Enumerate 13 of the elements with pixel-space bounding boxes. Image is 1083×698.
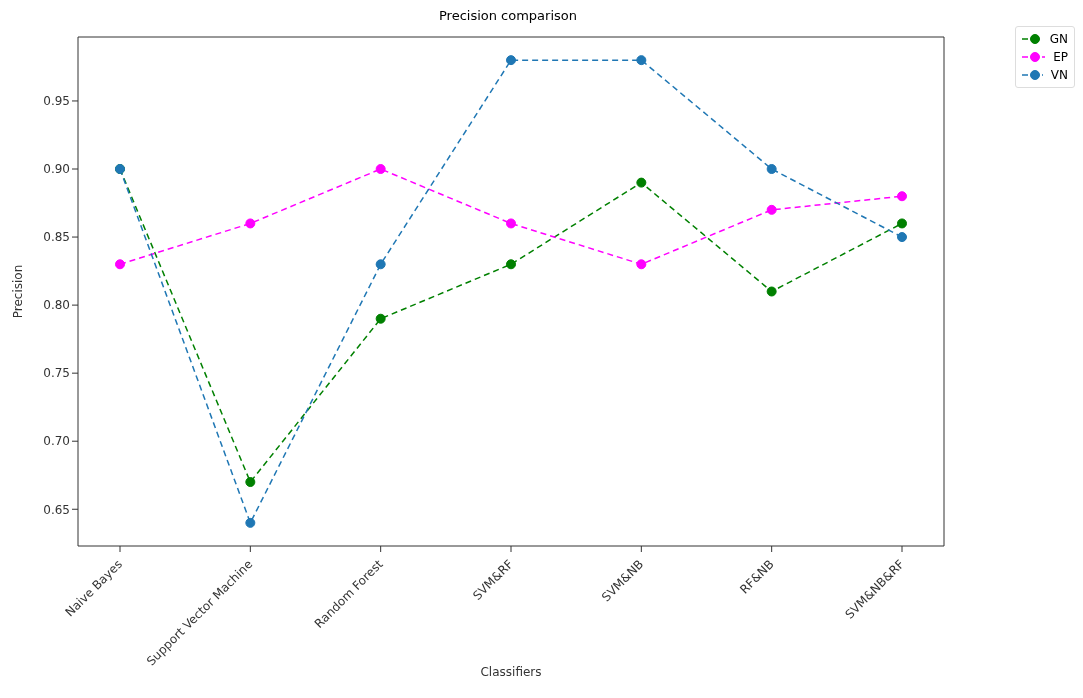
y-axis-title: Precision [11, 264, 26, 319]
legend-label: VN [1050, 68, 1068, 82]
y-tick-label: 0.70 [43, 434, 70, 449]
y-tick-label: 0.75 [43, 366, 70, 381]
y-tick-label: 0.95 [43, 94, 70, 109]
x-axis-title: Classifiers [480, 665, 542, 679]
legend-label: EP [1053, 50, 1068, 64]
y-tick-label: 0.90 [43, 162, 70, 177]
y-tick-label: 0.65 [43, 502, 70, 517]
legend-label: GN [1049, 32, 1068, 46]
chart-title: Precision comparison [437, 8, 578, 25]
y-tick-label: 0.85 [43, 230, 70, 245]
y-tick-label: 0.80 [43, 298, 70, 313]
